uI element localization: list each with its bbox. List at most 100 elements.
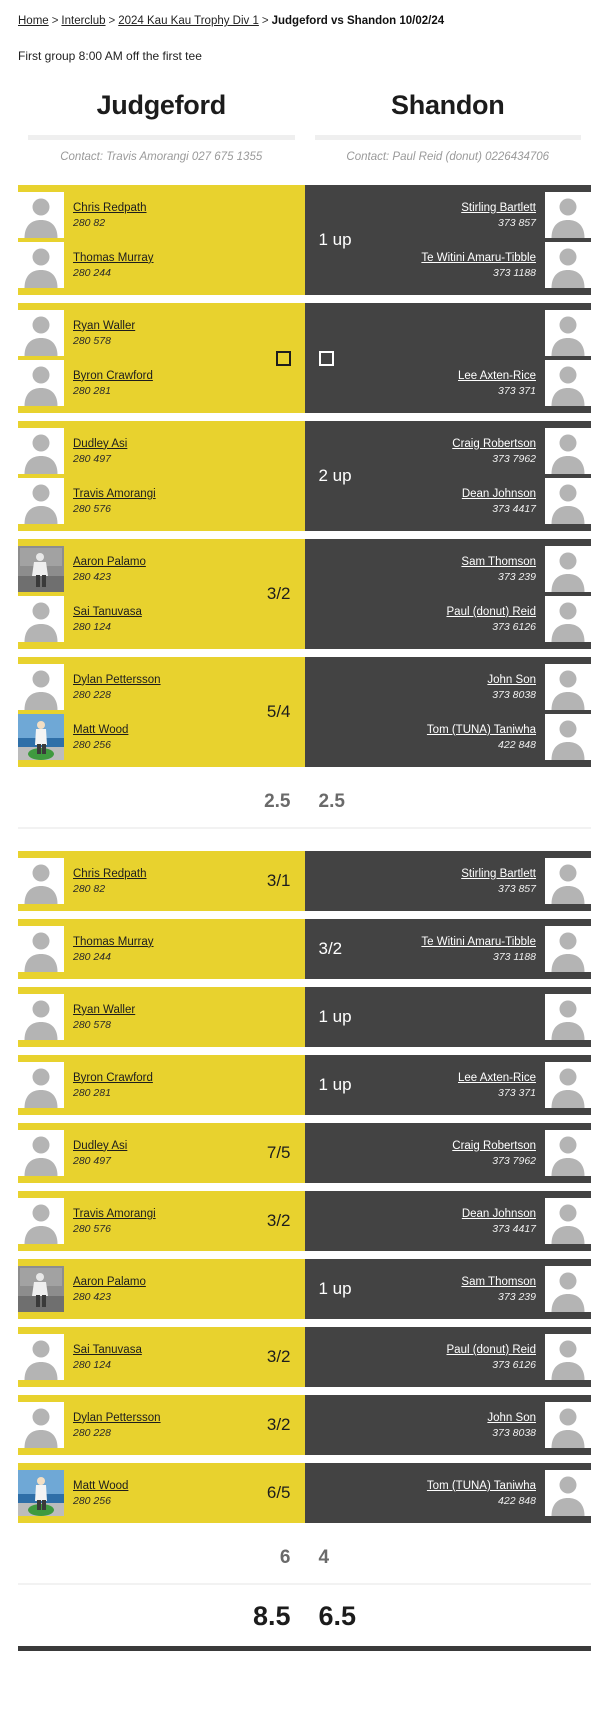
avatar — [545, 1062, 591, 1109]
grand-total-away: 6.5 — [318, 1601, 357, 1632]
player-info: Lee Axten-Rice 373 371 — [458, 1071, 536, 1101]
player-name-link[interactable]: Aaron Palamo — [73, 1275, 146, 1288]
tee-time-notice: First group 8:00 AM off the first tee — [18, 49, 202, 64]
match-row: Ryan Waller 280 578 Byron Crawford 280 281 L… — [18, 303, 591, 414]
player-name-link[interactable]: Sai Tanuvasa — [73, 605, 142, 618]
match-side-home: Dylan Pettersson 280 228 3/2 — [18, 1395, 305, 1456]
player-name-link[interactable]: Travis Amorangi — [73, 487, 156, 500]
breadcrumb-item-0[interactable]: Home — [18, 15, 49, 27]
result-checkbox[interactable] — [318, 350, 334, 366]
player-entry: Travis Amorangi 280 576 — [18, 1196, 253, 1246]
player-name-link[interactable]: Dudley Asi — [73, 437, 128, 450]
match-side-home: Dudley Asi 280 497 7/5 — [18, 1123, 305, 1184]
player-name-link[interactable]: Dylan Pettersson — [73, 673, 161, 686]
avatar — [545, 428, 591, 475]
score-checkbox-home[interactable] — [262, 303, 305, 413]
player-entry: Chris Redpath 280 82 — [18, 190, 277, 240]
player-info: Dean Johnson 373 4417 — [462, 1207, 536, 1237]
player-number: 280 244 — [73, 267, 111, 280]
home-players: Ryan Waller 280 578 — [18, 987, 277, 1047]
home-players: Aaron Palamo 280 423 Sai Tanuvasa 280 124 — [18, 539, 253, 649]
player-name-link[interactable]: Sam Thomson — [461, 1275, 536, 1288]
player-entry: Paul (donut) Reid 373 6126 — [333, 594, 591, 644]
score-checkbox-away[interactable] — [305, 303, 348, 413]
match-side-home: Ryan Waller 280 578 Byron Crawford 280 281 — [18, 303, 305, 414]
breadcrumb-item-1[interactable]: Interclub — [61, 15, 106, 27]
player-name-link[interactable]: Craig Robertson — [452, 1139, 536, 1152]
player-name-link[interactable]: Dylan Pettersson — [73, 1411, 161, 1424]
home-players: Matt Wood 280 256 — [18, 1463, 253, 1523]
player-entry: Sai Tanuvasa 280 124 — [18, 1332, 253, 1382]
player-info: Thomas Murray 280 244 — [73, 935, 154, 965]
match-row: Byron Crawford 280 281 1 up Lee Axten-Rice 3… — [18, 1055, 591, 1116]
match-score: 3/2 — [318, 939, 343, 959]
match-row: Chris Redpath 280 82 Thomas Murray 280 244 1… — [18, 185, 591, 296]
breadcrumb-item-2[interactable]: 2024 Kau Kau Trophy Div 1 — [118, 15, 259, 27]
player-name-link[interactable]: Te Witini Amaru-Tibble — [421, 935, 536, 948]
player-name-link[interactable]: Sai Tanuvasa — [73, 1343, 142, 1356]
home-players: Ryan Waller 280 578 Byron Crawford 280 281 — [18, 303, 262, 413]
score-spacer — [305, 1191, 333, 1251]
player-entry: Dylan Pettersson 280 228 — [18, 662, 253, 712]
player-info: Craig Robertson 373 7962 — [452, 437, 536, 467]
player-name-link[interactable]: Ryan Waller — [73, 319, 136, 332]
player-name-link[interactable]: Aaron Palamo — [73, 555, 146, 568]
player-name-link[interactable]: Matt Wood — [73, 723, 129, 736]
player-name-link[interactable]: Tom (TUNA) Taniwha — [426, 1479, 536, 1492]
player-name-link[interactable]: Chris Redpath — [73, 201, 147, 214]
foursomes-subtotal-home: 2.5 — [264, 791, 291, 813]
player-name-link[interactable]: Lee Axten-Rice — [458, 369, 536, 382]
player-name-link[interactable]: Lee Axten-Rice — [458, 1071, 536, 1084]
score-spacer — [305, 1463, 333, 1523]
player-number: 373 4417 — [492, 1223, 536, 1236]
away-players: Lee Axten-Rice 373 371 — [348, 303, 591, 413]
player-name-link[interactable]: Stirling Bartlett — [461, 201, 536, 214]
player-name-link[interactable]: Byron Crawford — [73, 1071, 153, 1084]
player-name-link[interactable]: Dudley Asi — [73, 1139, 128, 1152]
match-score: 2 up — [318, 466, 352, 486]
player-name-link[interactable]: Thomas Murray — [73, 251, 154, 264]
player-name-link[interactable]: Dean Johnson — [461, 1207, 536, 1220]
player-info: Ryan Waller 280 578 — [73, 1003, 135, 1033]
player-entry: Aaron Palamo 280 423 — [18, 544, 253, 594]
player-name-link[interactable]: Sam Thomson — [461, 555, 536, 568]
avatar — [18, 1062, 64, 1109]
player-entry: Travis Amorangi 280 576 — [18, 476, 277, 526]
player-name-link[interactable]: Ryan Waller — [73, 1003, 136, 1016]
player-number: 422 848 — [498, 1495, 536, 1508]
section-divider — [18, 827, 591, 830]
player-name-link[interactable]: Craig Robertson — [452, 437, 536, 450]
player-number: 373 1188 — [492, 267, 536, 280]
player-name-link[interactable]: Paul (donut) Reid — [446, 1343, 537, 1356]
player-name-link[interactable]: Thomas Murray — [73, 935, 154, 948]
match-side-away: John Son 373 8038 Tom (TUNA) Taniwha 422 84… — [304, 657, 591, 768]
match-side-home: Thomas Murray 280 244 — [18, 919, 305, 980]
player-number: 280 228 — [73, 1427, 111, 1440]
avatar — [18, 192, 64, 239]
player-name-link[interactable]: Stirling Bartlett — [461, 867, 536, 880]
player-number: 280 576 — [73, 1223, 111, 1236]
player-name-link[interactable]: Dean Johnson — [461, 487, 536, 500]
player-name-link[interactable]: Paul (donut) Reid — [446, 605, 537, 618]
match-side-home: Dudley Asi 280 497 Travis Amorangi 280 576 — [18, 421, 305, 532]
match-row: Matt Wood 280 256 6/5 Tom (TUNA) Taniwha 422… — [18, 1463, 591, 1524]
player-name-link[interactable]: John Son — [487, 673, 536, 686]
player-name-link[interactable]: Travis Amorangi — [73, 1207, 156, 1220]
match-row: Travis Amorangi 280 576 3/2 Dean Johnson 373… — [18, 1191, 591, 1252]
result-checkbox[interactable] — [275, 350, 291, 366]
player-name-link[interactable]: Chris Redpath — [73, 867, 147, 880]
player-name-link[interactable]: Te Witini Amaru-Tibble — [421, 251, 536, 264]
score-spacer — [277, 1055, 305, 1115]
player-info: Travis Amorangi 280 576 — [73, 1207, 156, 1237]
avatar — [18, 1198, 64, 1245]
player-name-link[interactable]: John Son — [487, 1411, 536, 1424]
home-players: Travis Amorangi 280 576 — [18, 1191, 253, 1251]
player-name-link[interactable]: Byron Crawford — [73, 369, 153, 382]
player-entry: Craig Robertson 373 7962 — [366, 426, 591, 476]
match-side-home: Ryan Waller 280 578 — [18, 987, 305, 1048]
player-info: Travis Amorangi 280 576 — [73, 487, 156, 517]
player-name-link[interactable]: Tom (TUNA) Taniwha — [426, 723, 536, 736]
avatar — [18, 242, 64, 289]
match-side-away: 2 up Craig Robertson 373 7962 Dean Johnson 3… — [304, 421, 591, 532]
player-name-link[interactable]: Matt Wood — [73, 1479, 129, 1492]
